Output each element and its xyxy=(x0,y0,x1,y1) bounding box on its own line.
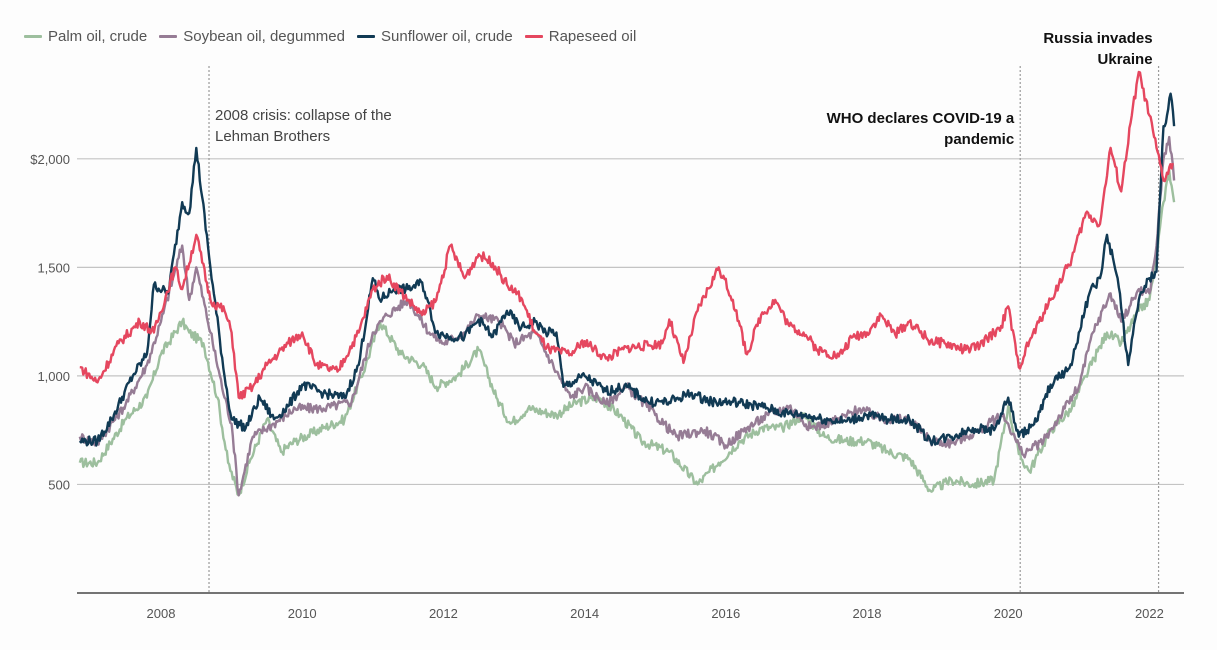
series-line-sunflower-oil-crude xyxy=(78,92,1176,447)
y-axis-labels: 500 1,000 1,500 $2,000 xyxy=(30,152,70,493)
chart-legend: Palm oil, crude Soybean oil, degummed Sunf… xyxy=(24,28,648,45)
x-axis-labels: 2008 2010 2012 2014 2016 2018 2020 2022 xyxy=(147,606,1164,621)
event-annotation: 2008 crisis: collapse of the Lehman Broth… xyxy=(215,107,392,145)
legend-swatch xyxy=(159,35,178,38)
event-annotation: WHO declares COVID-19 a pandemic xyxy=(827,110,1015,148)
legend-swatch xyxy=(357,35,375,38)
series-line-rapeseed-oil xyxy=(79,70,1174,400)
legend-item: Sunflower oil, crude xyxy=(357,28,513,45)
annotation-line: 2008 crisis: collapse of the xyxy=(215,107,392,124)
x-tick-label: 2022 xyxy=(1135,606,1164,621)
x-tick-label: 2020 xyxy=(994,606,1023,621)
x-tick-label: 2010 xyxy=(288,606,317,621)
y-tick-label: 1,000 xyxy=(37,369,70,384)
legend-swatch xyxy=(524,35,543,38)
event-annotation: Russia invades Ukraine xyxy=(1043,30,1152,68)
event-markers xyxy=(208,66,1160,593)
x-tick-label: 2012 xyxy=(429,606,458,621)
y-tick-label: 500 xyxy=(48,477,70,492)
annotation-line: pandemic xyxy=(944,131,1014,148)
annotation-line: WHO declares COVID-19 a xyxy=(827,110,1015,127)
x-tick-label: 2016 xyxy=(711,606,740,621)
legend-label: Rapeseed oil xyxy=(548,28,637,45)
y-tick-label: $2,000 xyxy=(30,152,70,167)
annotation-line: Ukraine xyxy=(1098,51,1153,68)
annotation-line: Russia invades xyxy=(1043,30,1152,47)
legend-item: Soybean oil, degummed xyxy=(159,28,345,45)
legend-label: Sunflower oil, crude xyxy=(381,28,513,45)
x-tick-label: 2018 xyxy=(853,606,882,621)
legend-swatch xyxy=(24,35,42,38)
x-tick-label: 2008 xyxy=(147,606,176,621)
series-lines xyxy=(78,70,1176,497)
series-line-palm-oil-crude xyxy=(78,168,1176,497)
annotation-line: Lehman Brothers xyxy=(215,128,330,145)
legend-item: Rapeseed oil xyxy=(524,28,637,45)
legend-item: Palm oil, crude xyxy=(24,28,147,45)
x-tick-label: 2014 xyxy=(570,606,599,621)
y-tick-label: 1,500 xyxy=(37,260,70,275)
legend-label: Palm oil, crude xyxy=(48,28,148,45)
legend-label: Soybean oil, degummed xyxy=(183,28,345,45)
annotations: 2008 crisis: collapse of the Lehman Broth… xyxy=(215,30,1153,148)
